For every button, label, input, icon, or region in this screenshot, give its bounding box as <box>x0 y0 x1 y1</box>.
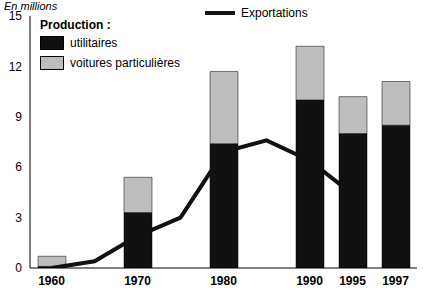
svg-text:12: 12 <box>9 60 23 74</box>
html-text:En millions: En millions <box>4 0 58 12</box>
svg-text:1960: 1960 <box>38 274 65 288</box>
svg-text:1995: 1995 <box>339 274 366 288</box>
svg-text:0: 0 <box>15 261 22 275</box>
svg-text:6: 6 <box>15 160 22 174</box>
svg-text:15: 15 <box>9 9 23 23</box>
svg-text:1970: 1970 <box>124 274 151 288</box>
svg-text:1990: 1990 <box>296 274 323 288</box>
html-text:utilitaires: utilitaires <box>70 36 118 50</box>
svg-text:3: 3 <box>15 211 22 225</box>
svg-text:9: 9 <box>15 110 22 124</box>
html-text:voitures particulières: voitures particulières <box>70 56 180 70</box>
html-text:Exportations: Exportations <box>241 6 308 20</box>
html-text:Production :: Production : <box>40 18 111 32</box>
svg-text:1997: 1997 <box>382 274 409 288</box>
svg-text:1980: 1980 <box>210 274 237 288</box>
